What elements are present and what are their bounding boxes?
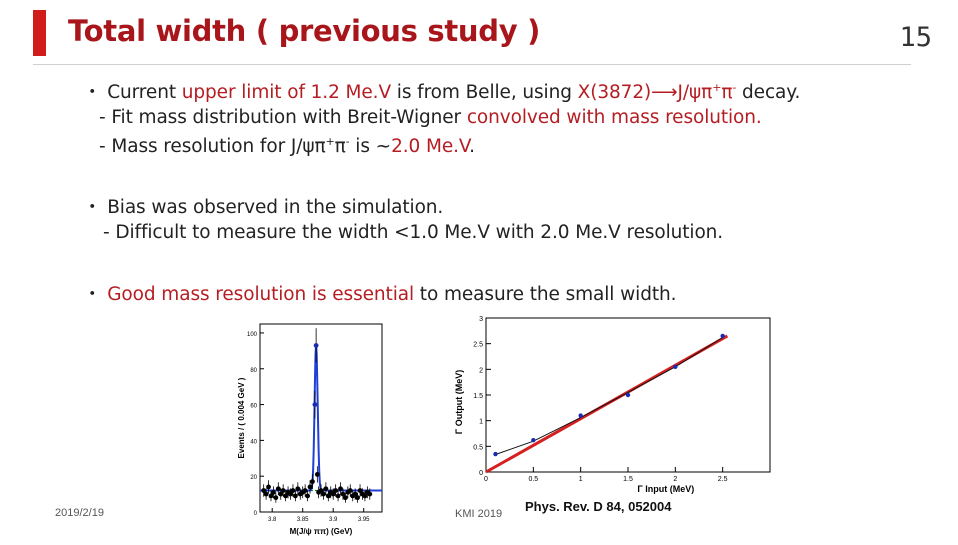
data-point bbox=[335, 493, 341, 499]
slide-title: Total width ( previous study ) bbox=[68, 14, 541, 48]
x-tick-label: 3.85 bbox=[297, 517, 309, 523]
data-point bbox=[355, 495, 360, 501]
y-tick-label: 0.5 bbox=[473, 444, 483, 451]
data-point bbox=[578, 413, 583, 418]
data-point bbox=[323, 486, 329, 492]
data-point bbox=[280, 488, 286, 493]
data-point bbox=[307, 484, 313, 490]
x-tick-label: 3.95 bbox=[358, 517, 370, 523]
y-tick-label: 2 bbox=[479, 367, 483, 374]
reference-citation: Phys. Rev. D 84, 052004 bbox=[525, 499, 672, 514]
y-tick-label: 80 bbox=[250, 368, 257, 374]
data-point bbox=[325, 493, 331, 499]
y-tick-label: 60 bbox=[250, 404, 257, 410]
data-point bbox=[493, 451, 498, 457]
bullet-1-sub-1: - Fit mass distribution with Breit-Wigne… bbox=[99, 107, 762, 128]
x-tick-label: 3.9 bbox=[329, 517, 338, 523]
x-tick-label: 0 bbox=[484, 476, 488, 483]
data-point bbox=[673, 364, 678, 369]
data-point bbox=[330, 491, 336, 497]
data-point bbox=[312, 402, 318, 407]
plot-frame bbox=[259, 323, 383, 513]
bullet-marker: ・ bbox=[83, 82, 102, 103]
mass-distribution-figure: 0 20 40 60 80 100 3.8 3.85 3.9 3.95 M(J/ψ ππ) (GeV… bbox=[230, 316, 390, 540]
y-tick-label: 2.5 bbox=[473, 342, 483, 349]
bullet-2: ・ Bias was observed in the simulation. bbox=[83, 197, 444, 218]
y-tick-label: 3 bbox=[479, 316, 483, 323]
y-axis-label: Events / ( 0.004 GeV ) bbox=[237, 377, 246, 458]
data-point bbox=[321, 491, 326, 497]
bullet-2-sub-1: - Difficult to measure the width <1.0 Me… bbox=[103, 222, 724, 243]
data-point bbox=[357, 488, 363, 493]
bullet-1: ・ Current upper limit of 1.2 Me.V is fro… bbox=[83, 80, 801, 103]
x-tick-label: 3.8 bbox=[268, 517, 277, 523]
x-tick-label: 1 bbox=[579, 476, 583, 483]
y-tick-label: 0 bbox=[254, 511, 258, 517]
data-point bbox=[318, 488, 324, 493]
data-point bbox=[352, 491, 358, 497]
x-tick-label: 1.5 bbox=[623, 476, 633, 483]
data-point bbox=[275, 486, 281, 492]
bullet-marker: ・ bbox=[83, 284, 102, 305]
fit-curve bbox=[495, 337, 723, 455]
data-point bbox=[292, 493, 298, 499]
x-tick-label: 2 bbox=[673, 476, 677, 483]
y-tick-label: 20 bbox=[250, 475, 257, 481]
y-tick-label: 1.5 bbox=[473, 393, 483, 400]
data-point bbox=[343, 495, 348, 501]
data-point bbox=[263, 491, 269, 497]
data-point bbox=[271, 489, 276, 495]
bullet-marker: ・ bbox=[83, 197, 102, 218]
y-tick-label: 0 bbox=[479, 470, 483, 477]
data-point bbox=[290, 488, 296, 493]
data-point bbox=[295, 486, 301, 492]
x-axis-label: Γ Input (MeV) bbox=[637, 484, 694, 494]
data-point bbox=[347, 488, 353, 493]
data-point bbox=[367, 491, 373, 497]
y-tick-label: 40 bbox=[250, 439, 257, 445]
data-point bbox=[340, 491, 346, 497]
y-tick-label: 1 bbox=[479, 419, 483, 426]
y-axis-label: Γ Output (MeV) bbox=[454, 370, 464, 434]
data-point bbox=[314, 472, 320, 477]
bullet-3: ・ Good mass resolution is essential to m… bbox=[83, 284, 677, 305]
data-point bbox=[338, 486, 343, 492]
data-point bbox=[266, 484, 271, 490]
x-axis-label: M(J/ψ ππ) (GeV) bbox=[290, 527, 353, 536]
data-point bbox=[720, 333, 725, 339]
data-point bbox=[625, 392, 631, 398]
data-point bbox=[362, 493, 368, 499]
width-bias-chart: 0 0.5 1 1.5 2 2.5 3 0 0.5 1 1.5 2 2.5 Γ Input (MeV) Γ … bbox=[454, 316, 771, 494]
data-point bbox=[273, 495, 279, 501]
x-tick-label: 2.5 bbox=[718, 476, 728, 483]
y-tick-label: 100 bbox=[247, 332, 258, 338]
x-tick-label: 0.5 bbox=[528, 476, 538, 483]
data-point bbox=[278, 491, 284, 497]
width-bias-figure: 0 0.5 1 1.5 2 2.5 3 0 0.5 1 1.5 2 2.5 Γ Input (MeV) Γ … bbox=[448, 312, 778, 494]
page-number: 15 bbox=[899, 22, 932, 53]
data-point bbox=[333, 488, 339, 493]
footer-venue: KMI 2019 bbox=[455, 508, 503, 520]
mass-distribution-chart: 0 20 40 60 80 100 3.8 3.85 3.9 3.95 M(J/ψ ππ) (GeV… bbox=[237, 323, 383, 536]
signal-fit-curve bbox=[260, 343, 382, 492]
data-point bbox=[261, 488, 267, 493]
data-point bbox=[283, 493, 289, 499]
data-point bbox=[288, 491, 293, 497]
bullet-1-sub-2: - Mass resolution for J/ψπ+π- is ~2.0 Me… bbox=[99, 134, 475, 157]
data-point bbox=[268, 493, 274, 499]
data-point bbox=[302, 488, 308, 493]
data-point bbox=[305, 493, 310, 499]
data-point bbox=[313, 343, 319, 348]
data-point bbox=[310, 479, 315, 484]
data-point bbox=[531, 437, 536, 443]
title-divider bbox=[33, 64, 911, 65]
title-accent-bar bbox=[33, 10, 46, 56]
footer-date: 2019/2/19 bbox=[55, 507, 104, 519]
